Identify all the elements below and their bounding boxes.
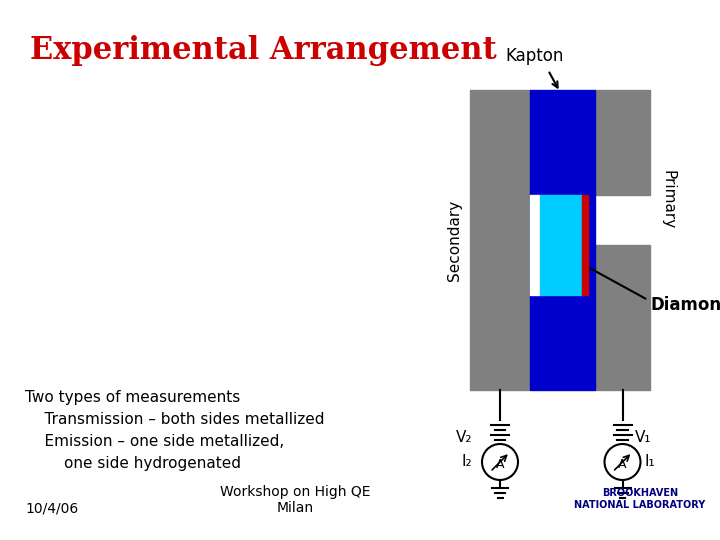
Text: Secondary: Secondary bbox=[447, 199, 462, 281]
Text: Diamond: Diamond bbox=[650, 296, 720, 314]
Text: V₂: V₂ bbox=[456, 429, 472, 444]
Bar bbox=[595, 245, 650, 390]
Text: A: A bbox=[618, 457, 626, 470]
Bar bbox=[595, 90, 650, 195]
Bar bbox=[582, 195, 588, 295]
Text: V₁: V₁ bbox=[634, 429, 651, 444]
Text: I₂: I₂ bbox=[462, 455, 472, 469]
Text: Two types of measurements: Two types of measurements bbox=[25, 390, 240, 405]
Bar bbox=[530, 90, 595, 390]
Bar bbox=[470, 90, 530, 390]
Text: BROOKHAVEN
NATIONAL LABORATORY: BROOKHAVEN NATIONAL LABORATORY bbox=[575, 488, 706, 510]
Bar bbox=[530, 195, 540, 295]
Bar bbox=[540, 195, 582, 295]
Text: one side hydrogenated: one side hydrogenated bbox=[25, 456, 241, 471]
Text: Emission – one side metallized,: Emission – one side metallized, bbox=[25, 434, 284, 449]
Text: I₁: I₁ bbox=[644, 455, 655, 469]
Text: A: A bbox=[496, 457, 504, 470]
Text: Primary: Primary bbox=[660, 171, 675, 230]
Text: Workshop on High QE
Milan: Workshop on High QE Milan bbox=[220, 485, 370, 515]
Text: Experimental Arrangement: Experimental Arrangement bbox=[30, 35, 497, 66]
Text: Kapton: Kapton bbox=[506, 47, 564, 65]
Text: Transmission – both sides metallized: Transmission – both sides metallized bbox=[25, 412, 325, 427]
Text: 10/4/06: 10/4/06 bbox=[25, 501, 78, 515]
